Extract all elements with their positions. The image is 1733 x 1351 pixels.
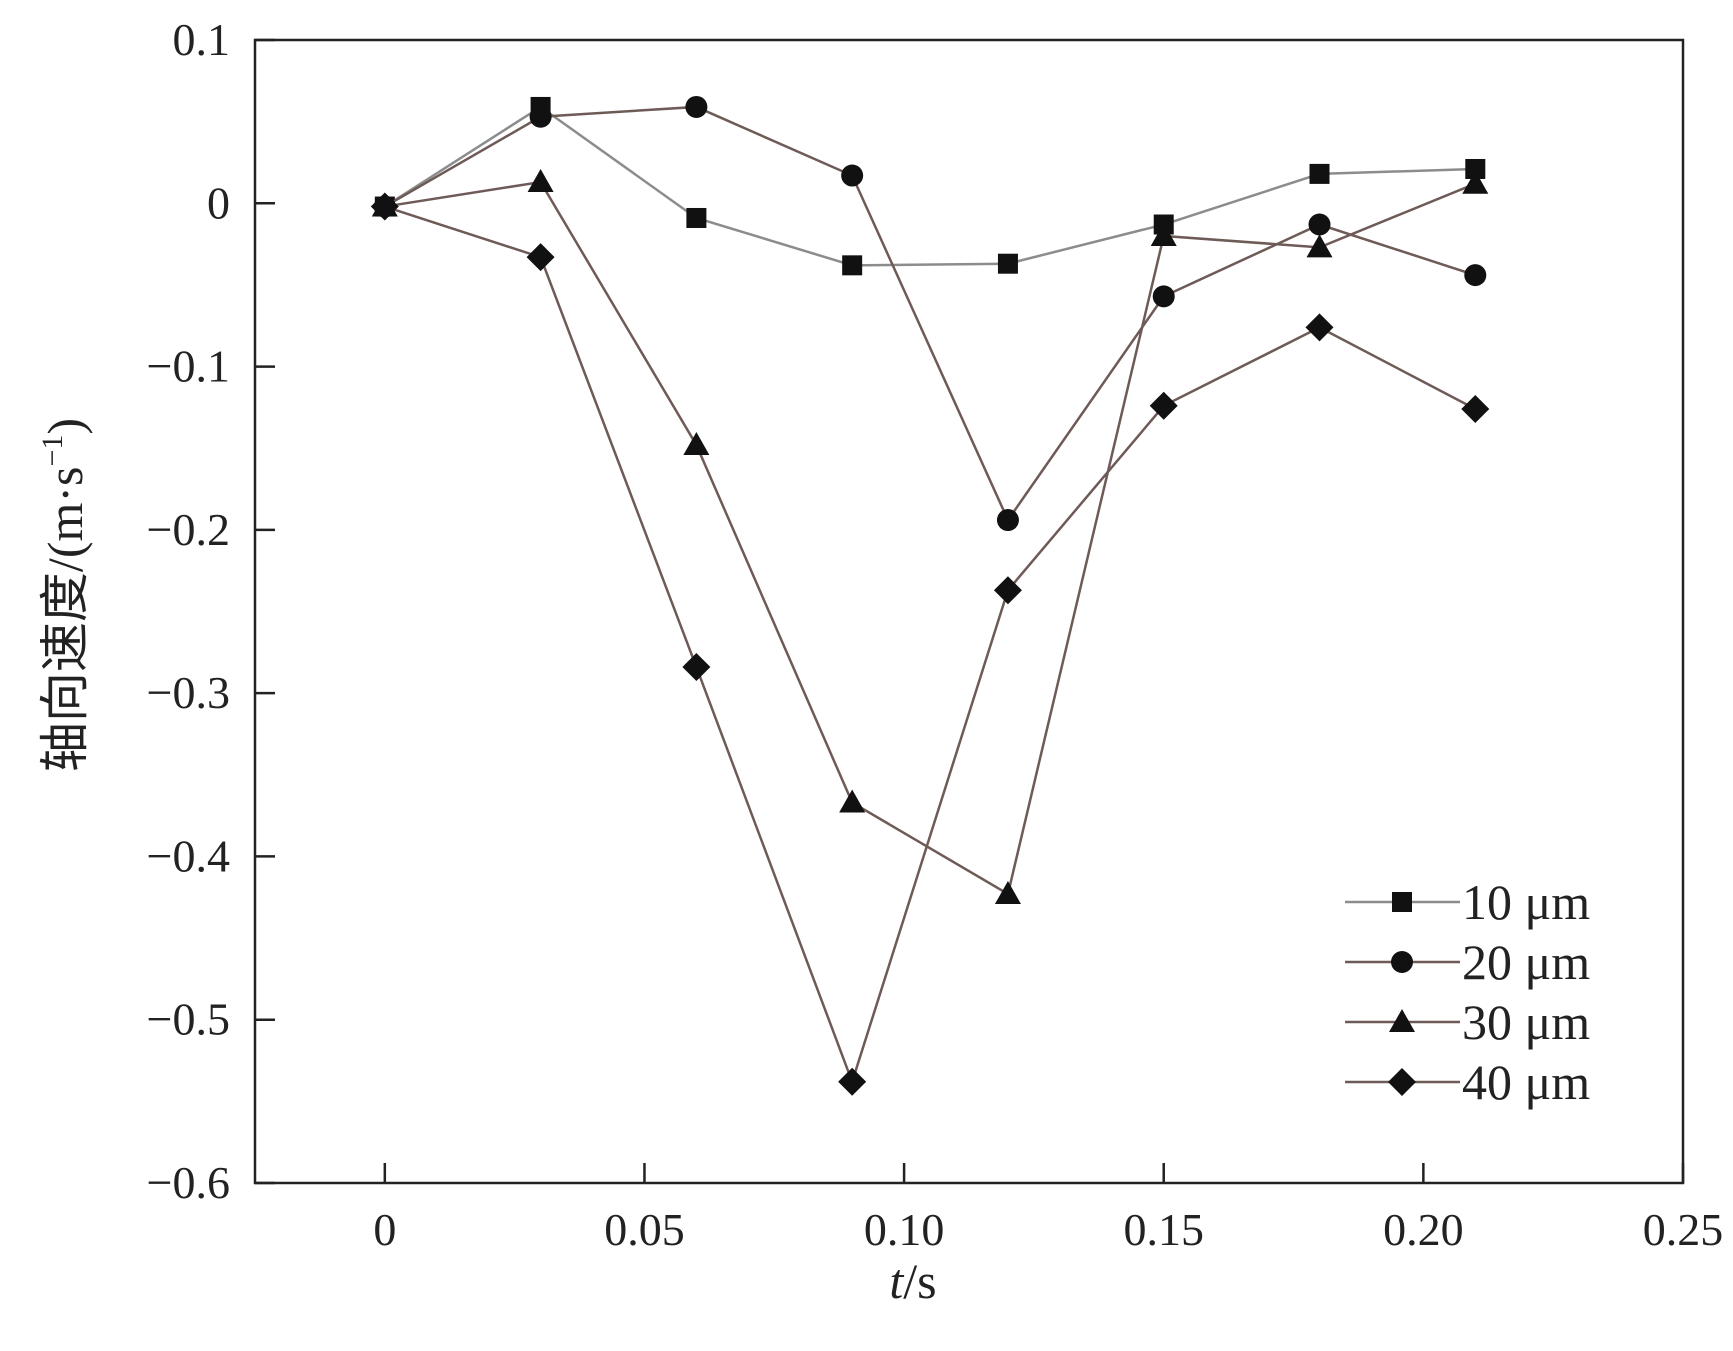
data-point <box>1152 285 1175 308</box>
x-axis-title-var: t <box>889 1253 904 1309</box>
x-tick-label: 0.25 <box>1643 1204 1724 1255</box>
x-tick-label: 0.15 <box>1123 1204 1204 1255</box>
legend-label: 40 μm <box>1462 1054 1590 1110</box>
series-line <box>384 105 1476 267</box>
legend-marker <box>1389 1009 1415 1032</box>
x-axis-title: t/s <box>889 1253 936 1309</box>
series-line <box>384 180 1476 896</box>
x-tick-label: 0.05 <box>604 1204 685 1255</box>
y-axis-title: 轴向速度/(m·s−1) <box>36 418 93 772</box>
series-3 <box>371 169 1489 904</box>
y-axis-title-sup: −1 <box>36 435 69 467</box>
legend-item-2: 20 μm <box>1345 934 1590 990</box>
y-tick-label: −0.3 <box>147 667 230 718</box>
data-point <box>527 169 554 193</box>
data-point <box>842 255 863 276</box>
y-tick-label: −0.6 <box>147 1157 230 1208</box>
y-tick-label: −0.4 <box>147 830 230 881</box>
data-point <box>839 789 866 813</box>
data-point <box>1305 313 1334 342</box>
data-point <box>1308 213 1331 236</box>
y-axis-title-close: ) <box>37 418 93 435</box>
legend-label: 30 μm <box>1462 994 1590 1050</box>
data-point <box>1462 170 1489 194</box>
data-point <box>994 880 1021 904</box>
y-tick-label: −0.1 <box>147 341 230 392</box>
legend-label: 20 μm <box>1462 934 1590 990</box>
legend-marker <box>1391 951 1413 973</box>
data-point <box>1464 264 1487 287</box>
data-point <box>841 164 864 187</box>
x-axis-title-unit: /s <box>903 1253 936 1309</box>
legend-item-1: 10 μm <box>1345 874 1590 930</box>
data-point <box>370 192 399 221</box>
data-point <box>1150 222 1177 246</box>
data-point <box>1149 391 1178 420</box>
data-point <box>529 105 552 128</box>
plot-frame <box>253 38 1685 1185</box>
legend-item-3: 30 μm <box>1345 994 1590 1050</box>
data-point <box>1461 395 1490 424</box>
data-point <box>1465 158 1486 179</box>
data-point <box>996 509 1019 532</box>
data-point <box>686 207 707 228</box>
y-axis-title-main: 轴向速度/(m·s <box>37 467 93 773</box>
series-line <box>384 205 1476 1086</box>
series-line <box>384 105 1476 523</box>
y-tick-label: 0 <box>207 177 230 228</box>
data-point <box>993 576 1022 605</box>
data-point <box>1309 163 1330 184</box>
axes: 0 0.05 0.10 0.15 0.20 0.250.10−0.1−0.2−0.3−0.… <box>147 14 1724 1255</box>
x-tick-label: 0 <box>373 1204 396 1255</box>
data-point <box>997 253 1018 274</box>
legend-marker <box>1392 892 1412 912</box>
series-4 <box>370 192 1490 1096</box>
legend-marker <box>1388 1068 1416 1096</box>
legend-label: 10 μm <box>1462 874 1590 930</box>
series-group <box>370 95 1490 1096</box>
y-tick-label: −0.2 <box>147 504 230 555</box>
legend-item-4: 40 μm <box>1345 1054 1590 1110</box>
data-point <box>685 95 708 118</box>
y-tick-label: −0.5 <box>147 994 230 1045</box>
data-point <box>683 431 710 455</box>
y-tick-label: 0.1 <box>173 14 231 65</box>
data-point <box>682 653 711 682</box>
x-tick-label: 0.20 <box>1383 1204 1464 1255</box>
x-tick-label: 0.10 <box>864 1204 945 1255</box>
data-point <box>526 243 555 272</box>
data-point <box>838 1067 867 1096</box>
data-point <box>1306 234 1333 258</box>
